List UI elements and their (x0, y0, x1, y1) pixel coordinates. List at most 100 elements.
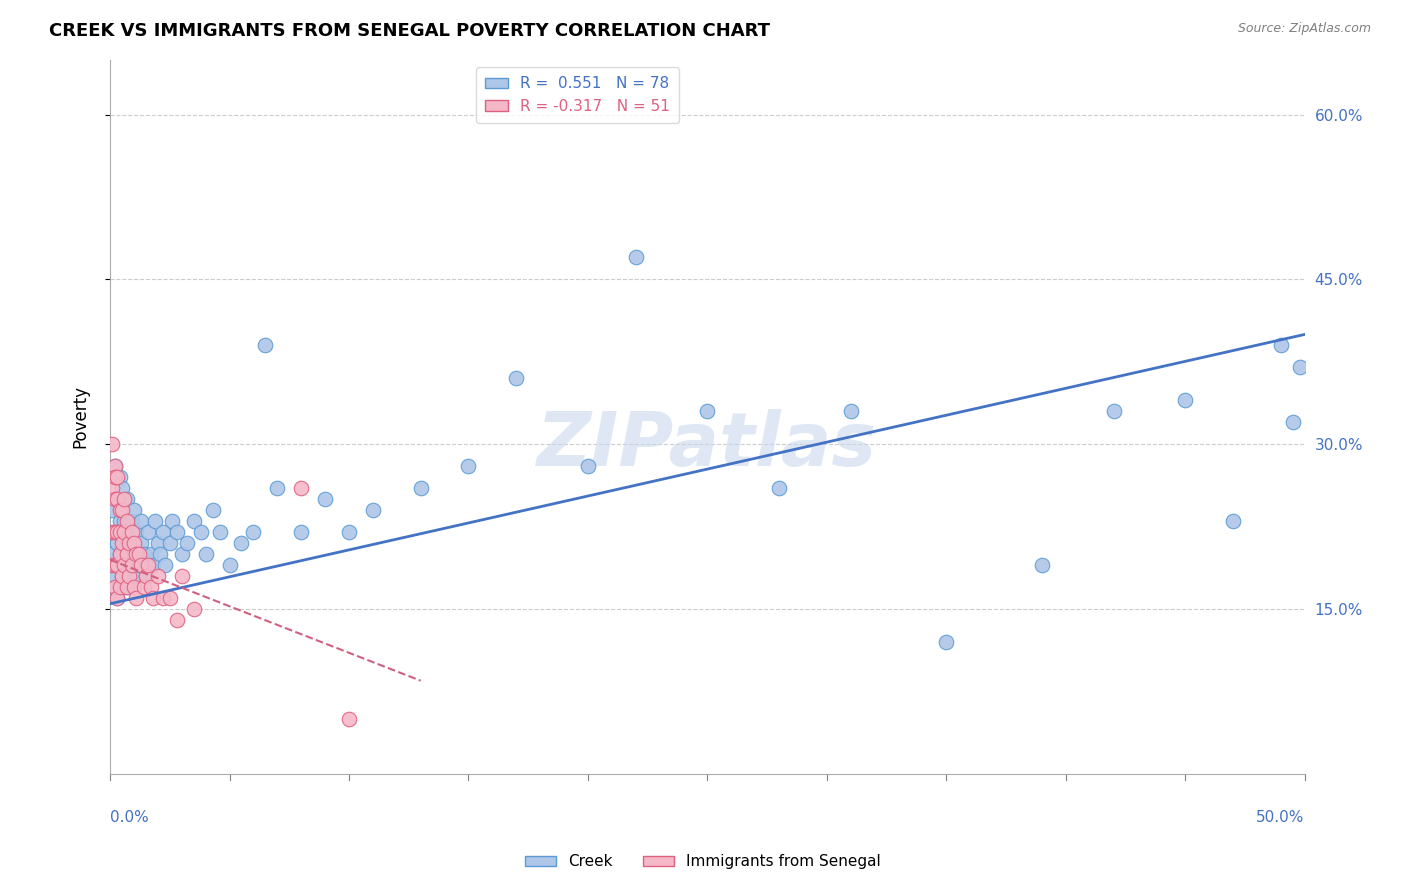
Point (111, 525, 134, 540)
Point (125, 591, 148, 606)
Text: ZIPatlas: ZIPatlas (537, 409, 877, 482)
Point (166, 525, 188, 540)
Point (266, 481, 288, 495)
Point (122, 569, 145, 583)
Point (142, 591, 165, 606)
Point (136, 525, 159, 540)
Point (108, 525, 131, 540)
Point (125, 525, 148, 540)
Point (152, 591, 174, 606)
Point (159, 591, 181, 606)
Point (129, 514, 152, 528)
Point (136, 558, 159, 573)
Point (104, 459, 127, 474)
Point (118, 525, 141, 540)
Point (149, 547, 172, 561)
Point (105, 525, 128, 540)
Point (122, 503, 145, 517)
Point (194, 547, 217, 561)
Point (111, 503, 134, 517)
Point (361, 503, 384, 517)
Point (576, 459, 599, 474)
Point (115, 492, 138, 507)
Point (101, 547, 124, 561)
Point (176, 536, 198, 550)
Point (290, 481, 312, 495)
Point (231, 536, 253, 550)
Point (105, 591, 128, 606)
Point (112, 492, 135, 507)
Point (1222, 514, 1244, 528)
Point (115, 547, 138, 561)
Point (118, 536, 141, 550)
Point (132, 547, 155, 561)
Point (101, 437, 124, 451)
Point (128, 558, 150, 573)
Point (104, 525, 127, 540)
Point (105, 558, 128, 573)
Point (105, 536, 128, 550)
Point (208, 525, 231, 540)
Point (115, 514, 138, 528)
Point (105, 558, 128, 573)
Point (115, 547, 138, 561)
Point (121, 558, 143, 573)
Point (118, 558, 141, 573)
Point (101, 525, 124, 540)
Point (112, 525, 135, 540)
Point (1270, 338, 1292, 352)
Point (104, 569, 127, 583)
Point (108, 503, 131, 517)
Point (104, 580, 127, 594)
Point (190, 525, 212, 540)
Point (1102, 404, 1125, 418)
Point (111, 536, 134, 550)
Point (696, 404, 718, 418)
Point (135, 569, 157, 583)
Point (146, 536, 169, 550)
Point (290, 525, 312, 540)
Point (935, 635, 957, 649)
Point (115, 580, 138, 594)
Point (111, 569, 134, 583)
Point (101, 503, 124, 517)
Point (142, 558, 165, 573)
Point (112, 514, 135, 528)
Point (129, 558, 152, 573)
Point (159, 536, 181, 550)
Point (108, 547, 131, 561)
Point (101, 558, 124, 573)
Point (108, 580, 131, 594)
Point (183, 514, 205, 528)
Point (104, 459, 127, 474)
Point (108, 514, 131, 528)
Point (314, 492, 336, 507)
Point (201, 503, 224, 517)
Point (122, 580, 145, 594)
Point (104, 492, 127, 507)
Text: CREEK VS IMMIGRANTS FROM SENEGAL POVERTY CORRELATION CHART: CREEK VS IMMIGRANTS FROM SENEGAL POVERTY… (49, 22, 770, 40)
Point (128, 547, 150, 561)
Point (118, 569, 141, 583)
Point (112, 536, 135, 550)
Text: 50.0%: 50.0% (1257, 810, 1305, 825)
Legend: R =  0.551   N = 78, R = -0.317   N = 51: R = 0.551 N = 78, R = -0.317 N = 51 (477, 67, 679, 123)
Point (254, 338, 277, 352)
Point (768, 481, 790, 495)
Point (135, 569, 157, 583)
Text: 0.0%: 0.0% (110, 810, 149, 825)
Text: Source: ZipAtlas.com: Source: ZipAtlas.com (1237, 22, 1371, 36)
Point (139, 580, 162, 594)
Point (409, 481, 432, 495)
Point (129, 536, 152, 550)
Legend: Creek, Immigrants from Senegal: Creek, Immigrants from Senegal (519, 848, 887, 875)
Point (121, 536, 143, 550)
Point (624, 251, 647, 265)
Point (105, 492, 128, 507)
Point (101, 481, 124, 495)
Point (139, 547, 162, 561)
Point (1174, 393, 1197, 408)
Point (105, 470, 128, 484)
Point (505, 371, 527, 385)
Point (183, 602, 205, 616)
